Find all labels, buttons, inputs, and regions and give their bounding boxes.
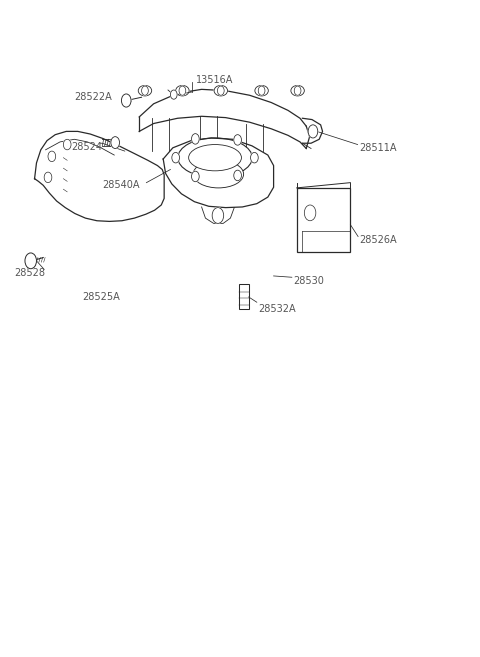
Circle shape bbox=[258, 86, 265, 95]
Circle shape bbox=[179, 86, 186, 95]
Ellipse shape bbox=[189, 145, 241, 171]
Circle shape bbox=[25, 253, 36, 269]
Text: 28540A: 28540A bbox=[102, 180, 139, 191]
Circle shape bbox=[44, 172, 52, 183]
Text: 28532A: 28532A bbox=[258, 304, 295, 314]
Circle shape bbox=[234, 170, 241, 181]
Text: 28526A: 28526A bbox=[359, 235, 396, 245]
Circle shape bbox=[217, 86, 224, 95]
Circle shape bbox=[192, 133, 199, 144]
Text: 28511A: 28511A bbox=[359, 143, 396, 153]
Text: 28525A: 28525A bbox=[83, 292, 120, 302]
Circle shape bbox=[48, 151, 56, 162]
Circle shape bbox=[172, 152, 180, 163]
Text: 28524: 28524 bbox=[71, 142, 102, 152]
Circle shape bbox=[170, 90, 177, 99]
Bar bbox=[239, 284, 249, 309]
Ellipse shape bbox=[138, 85, 152, 96]
Circle shape bbox=[304, 205, 316, 221]
Circle shape bbox=[294, 86, 301, 95]
Ellipse shape bbox=[291, 85, 304, 96]
Text: 28528: 28528 bbox=[14, 268, 46, 279]
Bar bbox=[297, 188, 350, 252]
Circle shape bbox=[308, 125, 318, 138]
Circle shape bbox=[192, 171, 199, 182]
Ellipse shape bbox=[178, 138, 252, 177]
Ellipse shape bbox=[176, 85, 189, 96]
Circle shape bbox=[111, 137, 120, 148]
Circle shape bbox=[142, 86, 148, 95]
Circle shape bbox=[63, 139, 71, 150]
Circle shape bbox=[212, 208, 224, 223]
Ellipse shape bbox=[193, 160, 243, 188]
Circle shape bbox=[121, 94, 131, 107]
Circle shape bbox=[234, 135, 241, 145]
Ellipse shape bbox=[214, 85, 228, 96]
Text: 28522A: 28522A bbox=[74, 91, 112, 102]
Text: 13516A: 13516A bbox=[196, 75, 233, 85]
Circle shape bbox=[251, 152, 258, 163]
Text: 28530: 28530 bbox=[293, 275, 324, 286]
Ellipse shape bbox=[255, 85, 268, 96]
